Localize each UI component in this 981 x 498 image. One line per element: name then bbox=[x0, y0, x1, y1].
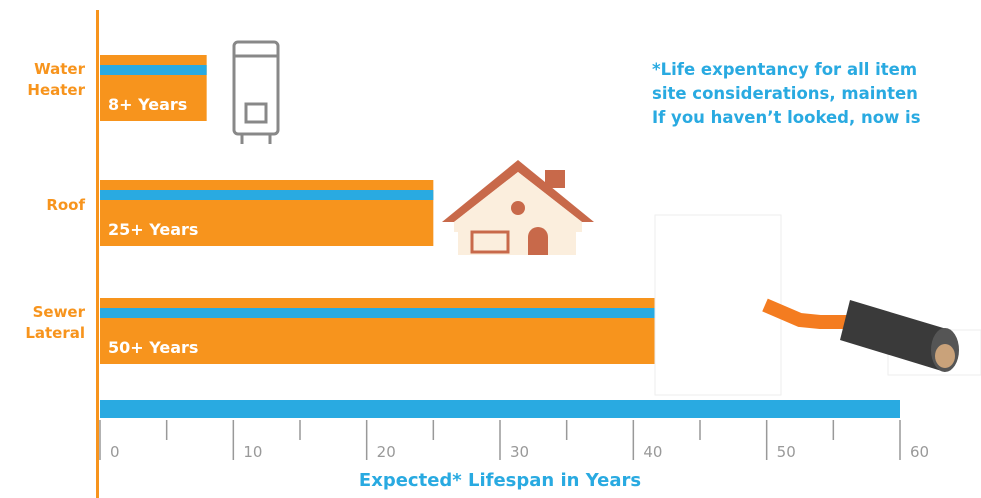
x-tick-label: 40 bbox=[643, 443, 662, 461]
y-tick-label: Roof bbox=[5, 195, 85, 216]
axis-bar bbox=[100, 400, 900, 418]
y-axis-line bbox=[96, 10, 99, 498]
page: *Life expentancy for all itemsite consid… bbox=[0, 0, 981, 498]
note-line: site considerations, mainten bbox=[652, 82, 981, 106]
y-tick-label: Sewer Lateral bbox=[5, 302, 85, 344]
x-tick-label: 60 bbox=[910, 443, 929, 461]
value-label: 50+ Years bbox=[108, 338, 198, 357]
note-line: If you haven’t looked, now is bbox=[652, 106, 981, 130]
x-tick-label: 50 bbox=[777, 443, 796, 461]
x-tick-label: 10 bbox=[243, 443, 262, 461]
value-label: 25+ Years bbox=[108, 220, 198, 239]
bar-stripe bbox=[100, 65, 207, 75]
water-heater-icon bbox=[234, 42, 278, 144]
note-line: *Life expentancy for all item bbox=[652, 58, 981, 82]
x-axis-label: Expected* Lifespan in Years bbox=[100, 470, 900, 491]
house-icon bbox=[442, 160, 594, 255]
x-tick-label: 20 bbox=[377, 443, 396, 461]
value-label: 8+ Years bbox=[108, 95, 187, 114]
y-tick-label: Water Heater bbox=[5, 59, 85, 101]
x-tick-label: 0 bbox=[110, 443, 120, 461]
x-tick-label: 30 bbox=[510, 443, 529, 461]
pipe-icon bbox=[655, 215, 981, 395]
bar-stripe bbox=[100, 190, 433, 200]
